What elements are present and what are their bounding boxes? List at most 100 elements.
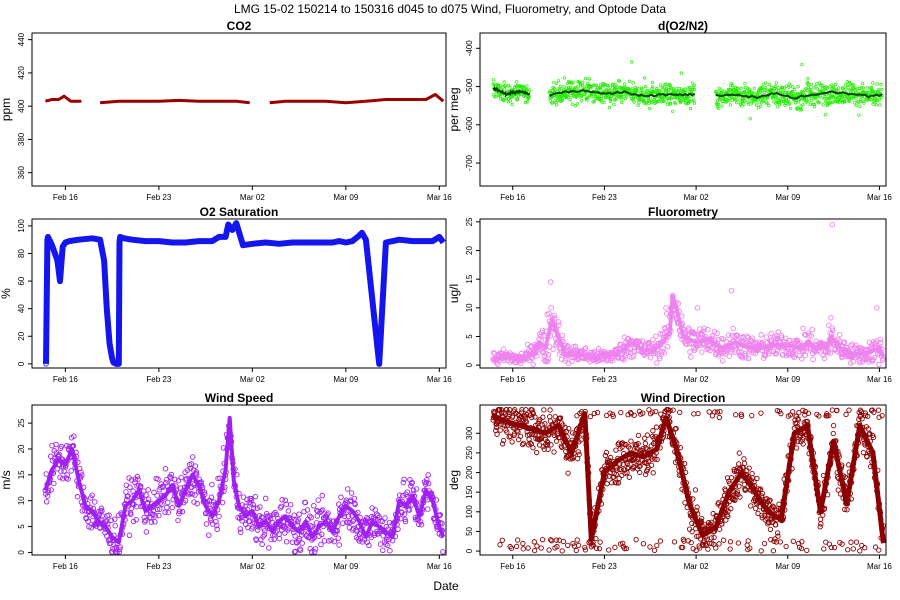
data-point xyxy=(834,348,841,355)
data-point xyxy=(647,341,653,348)
y-tick-label: 25 xyxy=(17,418,26,427)
data-point xyxy=(555,319,562,325)
data-point xyxy=(106,512,112,518)
data-point xyxy=(820,83,824,87)
data-point xyxy=(849,341,856,347)
data-point xyxy=(763,334,770,340)
series-line xyxy=(99,98,250,105)
data-point xyxy=(720,537,727,543)
data-point xyxy=(746,100,750,105)
data-point xyxy=(729,81,733,86)
data-point xyxy=(137,483,144,489)
data-point xyxy=(649,456,655,462)
data-point xyxy=(530,445,536,451)
data-point xyxy=(667,408,673,414)
data-point xyxy=(79,508,86,514)
data-point xyxy=(296,511,302,517)
data-point xyxy=(817,524,823,530)
data-point xyxy=(767,82,771,87)
data-point xyxy=(669,87,674,91)
data-point xyxy=(606,547,612,553)
data-point xyxy=(670,407,676,413)
data-point xyxy=(806,76,810,81)
data-point xyxy=(44,493,51,499)
data-point xyxy=(849,96,854,100)
data-point xyxy=(650,80,655,85)
data-point xyxy=(625,464,631,470)
data-point xyxy=(788,106,793,111)
data-point xyxy=(608,99,613,103)
chart-panel-5: Wind Direction deg 0 50 100 150 200 250 300 Feb 1… xyxy=(447,391,892,571)
plot-area xyxy=(490,407,886,554)
data-point xyxy=(382,515,388,521)
data-point xyxy=(748,117,752,121)
data-point xyxy=(341,513,348,520)
data-point xyxy=(192,463,199,469)
data-point xyxy=(733,412,739,418)
data-point xyxy=(664,82,668,86)
data-point xyxy=(425,480,432,487)
data-point xyxy=(640,541,647,547)
data-point xyxy=(600,100,604,104)
data-point xyxy=(752,86,757,90)
data-point xyxy=(731,468,738,474)
data-point xyxy=(644,432,650,438)
data-point xyxy=(716,414,722,421)
data-point xyxy=(545,446,551,453)
data-point xyxy=(673,425,679,432)
data-point xyxy=(714,330,720,336)
data-point xyxy=(800,441,806,447)
y-tick-label: 10 xyxy=(465,303,474,312)
data-point xyxy=(510,102,514,107)
data-point xyxy=(580,99,584,103)
data-point xyxy=(133,517,139,523)
data-point xyxy=(545,351,552,358)
data-point xyxy=(559,84,563,89)
y-tick-label: 0 xyxy=(465,362,474,367)
data-point xyxy=(692,331,698,337)
data-point xyxy=(576,85,580,89)
data-point xyxy=(654,542,660,549)
data-point xyxy=(280,522,286,528)
data-point xyxy=(584,76,588,81)
data-point xyxy=(302,499,309,506)
data-point xyxy=(185,491,192,498)
data-point xyxy=(497,427,503,433)
y-tick-label: 380 xyxy=(17,132,26,146)
data-point xyxy=(135,476,141,482)
data-point xyxy=(640,410,646,416)
data-point xyxy=(632,100,636,104)
data-point xyxy=(156,512,162,519)
data-point xyxy=(689,529,695,535)
data-point xyxy=(555,103,559,107)
y-tick-label: -400 xyxy=(465,40,474,57)
data-point xyxy=(287,502,294,508)
data-point xyxy=(617,79,622,83)
data-point xyxy=(688,85,692,90)
data-point xyxy=(643,471,649,478)
data-point xyxy=(238,529,244,535)
series-1 xyxy=(547,60,697,114)
data-point xyxy=(539,537,546,543)
data-point xyxy=(687,349,693,355)
data-point xyxy=(788,84,792,88)
data-point xyxy=(820,512,826,518)
data-point xyxy=(832,85,836,89)
data-point xyxy=(227,405,232,406)
data-point xyxy=(566,96,570,100)
panel-title: d(O2/N2) xyxy=(658,19,708,33)
data-point xyxy=(523,100,528,105)
data-point xyxy=(772,86,777,90)
data-point xyxy=(553,537,559,543)
data-point xyxy=(662,99,666,103)
data-point xyxy=(753,505,759,511)
data-point xyxy=(826,412,832,419)
data-point xyxy=(747,545,753,551)
data-point xyxy=(162,466,169,472)
data-point xyxy=(757,486,764,492)
y-tick-label: 200 xyxy=(465,465,474,479)
data-point xyxy=(116,239,123,246)
data-point xyxy=(737,494,743,500)
data-point xyxy=(610,82,615,86)
data-point xyxy=(653,424,660,430)
